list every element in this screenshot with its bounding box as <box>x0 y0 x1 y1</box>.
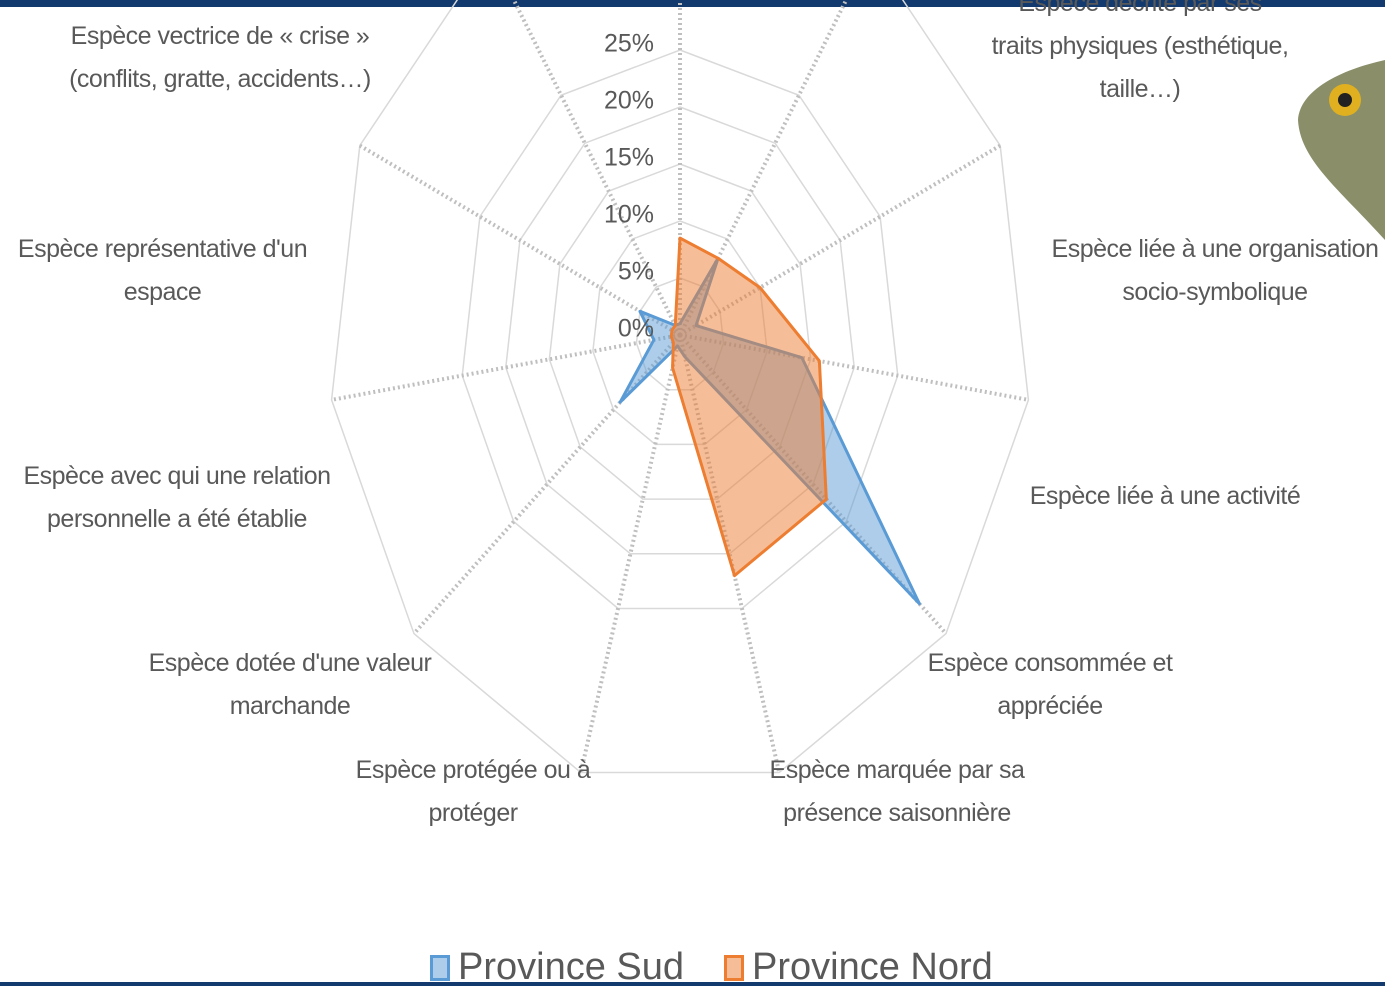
grid-ring <box>330 0 1030 774</box>
legend-label: Province Nord <box>752 946 993 988</box>
plot <box>618 236 921 606</box>
legend-item: Province Nord <box>724 946 993 989</box>
grid-ring <box>548 163 812 500</box>
legend-item: Province Sud <box>430 946 684 989</box>
top-band <box>0 0 1385 7</box>
spoke <box>678 143 1002 337</box>
spoke <box>511 0 682 336</box>
legend-swatch <box>724 954 745 981</box>
category-label: Espèce dotée d'une valeur marchande <box>148 649 432 720</box>
spoke <box>331 333 681 402</box>
category-label: Espèce vectrice de « crise » (conflits, … <box>69 22 371 93</box>
bottom-band <box>0 982 1385 986</box>
category-label: Espèce liée à une organisation socio-sym… <box>1051 235 1379 306</box>
category-label: Espèce représentative d'un espace <box>17 235 308 306</box>
legend-label: Province Sud <box>458 946 685 988</box>
ticks: 0% 5% 10% 15% 20% 25% <box>604 30 654 343</box>
category-label: Espèce décrite par ses traits physiques … <box>991 0 1289 103</box>
category-label: Espèce liée à une activité <box>1029 482 1301 510</box>
legend: Province Sud Province Nord <box>430 946 1033 989</box>
series-area <box>669 236 828 578</box>
category-label: Espèce consommée et appréciée <box>927 649 1173 720</box>
legend-swatch <box>430 954 450 981</box>
category-label: Espèce avec qui une relation personnelle… <box>23 462 331 533</box>
tick-label: 5% <box>618 258 654 286</box>
tick-label: 25% <box>604 30 654 58</box>
tick-label: 0% <box>618 315 654 343</box>
grid-ring <box>505 106 855 555</box>
fish-illustration <box>1298 60 1385 240</box>
grid-ring <box>461 49 899 610</box>
grid-ring <box>592 220 768 446</box>
spoke <box>679 333 1029 402</box>
tick-label: 15% <box>604 144 654 172</box>
tick-label: 20% <box>604 87 654 115</box>
tick-label: 10% <box>604 201 654 229</box>
spoke <box>358 143 682 337</box>
category-label: Espèce protégée ou à protéger <box>355 756 591 827</box>
category-label: Espèce marquée par sa présence saisonniè… <box>769 756 1025 827</box>
